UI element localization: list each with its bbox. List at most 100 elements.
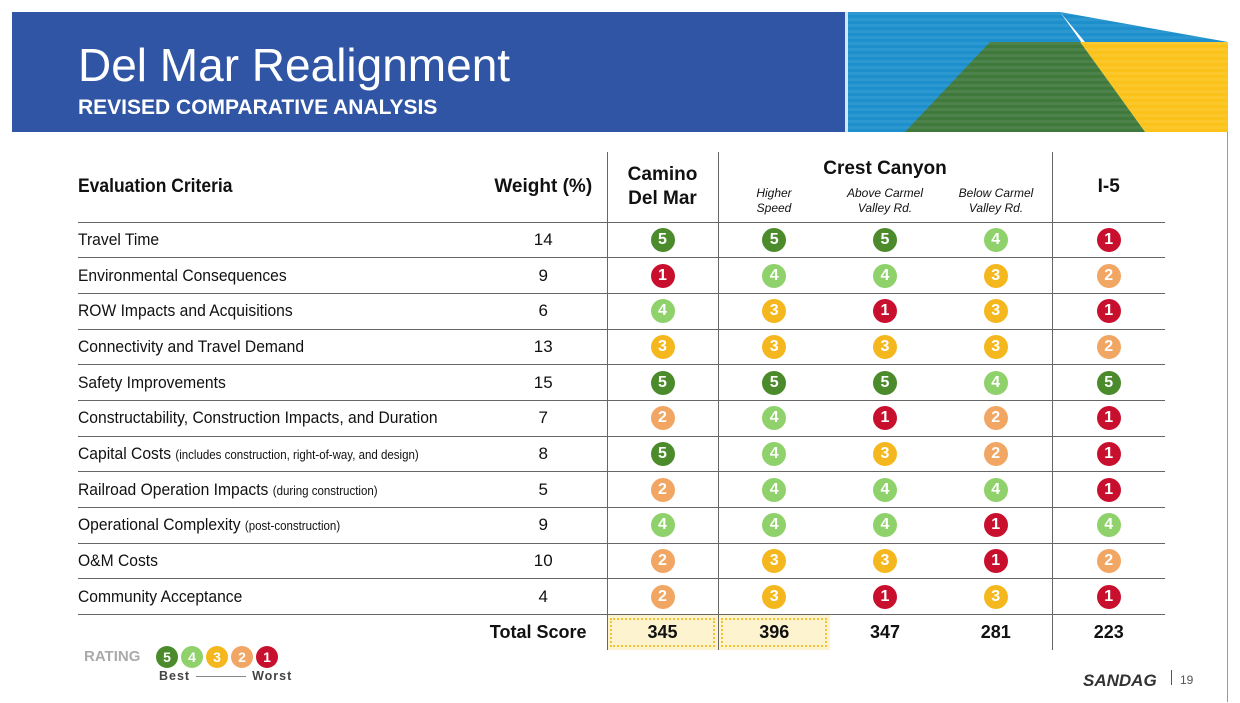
- weight-cell: 9: [480, 257, 607, 294]
- criteria-note: (during construction): [272, 483, 378, 498]
- table-row: Environmental Consequences 9 1 4 4 3 2: [78, 257, 1165, 294]
- rating-cell: 1: [1051, 471, 1165, 508]
- rating-5-circle: 5: [762, 370, 787, 395]
- rating-cell: 4: [606, 293, 718, 330]
- rating-cell: 1: [1051, 293, 1165, 330]
- table-row: Safety Improvements 15 5 5 5 4 5: [78, 364, 1165, 401]
- criteria-cell: Environmental Consequences: [78, 257, 480, 294]
- rating-2-circle: 2: [983, 406, 1008, 431]
- total-score-cell: 223: [1051, 614, 1165, 651]
- rating-5-circle: 5: [156, 646, 178, 668]
- rating-cell: 4: [717, 507, 830, 544]
- rating-2-circle: 2: [983, 441, 1008, 466]
- rating-cell: 4: [717, 400, 830, 437]
- rating-4-circle: 4: [873, 513, 897, 538]
- table-row: ROW Impacts and Acquisitions 6 4 3 1 3 1: [78, 293, 1165, 330]
- table-row: Community Acceptance 4 2 3 1 3 1: [78, 578, 1165, 616]
- table-row: Constructability, Construction Impacts, …: [78, 400, 1165, 437]
- rating-cell: 1: [940, 543, 1052, 580]
- rating-1-circle: 1: [1096, 477, 1121, 502]
- table-row: Railroad Operation Impacts (during const…: [78, 471, 1165, 508]
- total-score-label: Total Score: [489, 622, 587, 643]
- rating-3-circle: 3: [762, 584, 787, 609]
- rating-3-circle: 3: [650, 334, 675, 359]
- rating-1-circle: 1: [873, 406, 897, 431]
- rating-1-circle: 1: [256, 646, 278, 668]
- rating-cell: 3: [717, 543, 830, 580]
- criteria-name: Community Acceptance: [78, 586, 243, 606]
- rating-3-circle: 3: [873, 441, 897, 466]
- rating-cell: 5: [1051, 364, 1165, 401]
- rating-1-circle: 1: [1096, 227, 1121, 252]
- rating-4-circle: 4: [762, 406, 787, 431]
- rating-cell: 5: [717, 222, 830, 259]
- criteria-label: Travel Time: [78, 230, 448, 250]
- rating-cell: 3: [940, 329, 1052, 366]
- worst-label: Worst: [252, 669, 293, 683]
- total-score-cell: 347: [869, 622, 901, 643]
- rating-2-circle: 2: [650, 549, 675, 574]
- total-score-row: Total Score 345 396 347 281 223: [78, 614, 1165, 651]
- criteria-cell: Capital Costs (includes construction, ri…: [78, 436, 480, 473]
- rating-cell: 3: [830, 436, 940, 473]
- table-row: Operational Complexity (post-constructio…: [78, 507, 1165, 544]
- rating-2-circle: 2: [1096, 549, 1121, 574]
- rating-cell: 1: [1051, 222, 1165, 259]
- rating-2-circle: 2: [650, 584, 675, 609]
- title-banner: [12, 12, 845, 132]
- rating-1-circle: 1: [1096, 406, 1121, 431]
- rating-2-circle: 2: [1096, 334, 1121, 359]
- weight-cell: 13: [480, 329, 607, 366]
- higher-speed-subheader: Higher Speed: [756, 186, 792, 216]
- rating-cell: 1: [940, 507, 1052, 544]
- rating-5-circle: 5: [650, 227, 675, 252]
- rating-cell: 2: [606, 543, 718, 580]
- table-row: Capital Costs (includes construction, ri…: [78, 436, 1165, 473]
- criteria-cell: Travel Time: [78, 222, 480, 259]
- rating-4-circle: 4: [650, 513, 675, 538]
- banner-graphic: [845, 12, 1228, 132]
- rating-cell: 3: [717, 293, 830, 330]
- criteria-name: Operational Complexity: [78, 515, 241, 535]
- weight-header: Weight (%): [480, 152, 607, 223]
- criteria-cell: Safety Improvements: [78, 364, 480, 401]
- rating-cell: 4: [830, 257, 940, 294]
- rating-4-circle: 4: [873, 263, 897, 288]
- criteria-label: Constructability, Construction Impacts, …: [78, 408, 448, 428]
- rating-4-circle: 4: [650, 299, 675, 324]
- rating-cell: 1: [1051, 578, 1165, 616]
- weight-cell: 5: [480, 471, 607, 508]
- rating-1-circle: 1: [873, 299, 897, 324]
- weight-cell: 6: [480, 293, 607, 330]
- criteria-name: Capital Costs: [78, 443, 172, 463]
- total-score-cell: 281: [980, 622, 1011, 643]
- criteria-note: (post-construction): [244, 519, 341, 534]
- criteria-label: Railroad Operation Impacts (during const…: [78, 480, 448, 500]
- comparative-analysis-table: Evaluation Criteria Weight (%) Camino De…: [78, 152, 1165, 651]
- rating-3-circle: 3: [762, 549, 787, 574]
- rating-cell: 5: [830, 222, 940, 259]
- rating-3-circle: 3: [983, 299, 1008, 324]
- rating-2-circle: 2: [1096, 263, 1121, 288]
- rating-cell: 1: [830, 400, 940, 437]
- criteria-label: Safety Improvements: [78, 373, 448, 393]
- rating-2-circle: 2: [231, 646, 253, 668]
- rating-cell: 3: [606, 329, 718, 366]
- rating-cell: 5: [717, 364, 830, 401]
- slide-title: Del Mar Realignment: [78, 39, 511, 91]
- rating-3-circle: 3: [206, 646, 228, 668]
- crest-canyon-title: Crest Canyon: [823, 158, 947, 180]
- camino-del-mar-header: Camino Del Mar: [606, 152, 718, 223]
- rating-cell: 2: [606, 578, 718, 616]
- rating-cell: 4: [717, 257, 830, 294]
- rating-cell: 2: [1051, 329, 1165, 366]
- rating-label: RATING: [84, 648, 141, 665]
- rating-4-circle: 4: [983, 227, 1008, 252]
- rating-cell: 1: [1051, 400, 1165, 437]
- rating-cell: 4: [717, 436, 830, 473]
- criteria-label: Community Acceptance: [78, 587, 448, 607]
- crest-canyon-header: Crest Canyon Higher Speed Above Carmel V…: [717, 152, 1052, 223]
- rating-cell: 4: [940, 222, 1052, 259]
- rating-cell: 3: [717, 329, 830, 366]
